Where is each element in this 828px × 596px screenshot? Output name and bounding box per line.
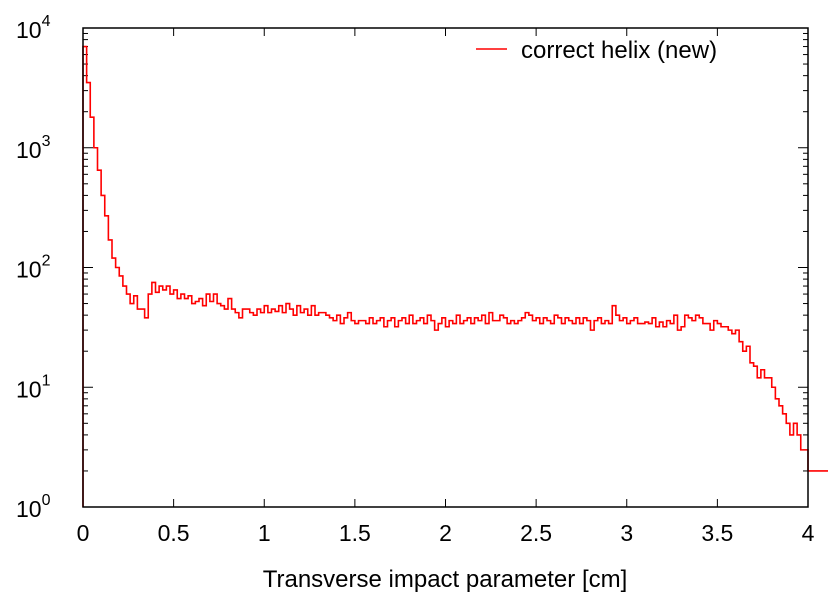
y-tick-label: 100 <box>16 492 51 522</box>
x-tick-label: 1 <box>258 520 271 546</box>
y-tick-label: 101 <box>16 372 51 402</box>
y-tick-labels: 100 101 102 103 104 <box>16 13 51 522</box>
y-tick-label: 104 <box>16 13 51 43</box>
x-tick-label: 0.5 <box>158 520 190 546</box>
y-tick-label: 103 <box>16 133 51 163</box>
x-tick-label: 1.5 <box>339 520 371 546</box>
x-axis-title: Transverse impact parameter [cm] <box>263 566 628 593</box>
plot-frame <box>82 27 809 508</box>
x-tick-label: 3.5 <box>701 520 733 546</box>
y-tick-label: 102 <box>16 253 51 283</box>
x-tick-label: 2.5 <box>520 520 552 546</box>
series-line-correct-helix <box>82 45 828 507</box>
legend: correct helix (new) <box>476 37 717 64</box>
legend-label: correct helix (new) <box>521 37 717 64</box>
x-tick-label: 0 <box>77 520 90 546</box>
x-tick-label: 3 <box>620 520 633 546</box>
x-tick-labels: 0 0.5 1 1.5 2 2.5 3 3.5 4 <box>77 520 815 546</box>
axis-ticks <box>82 27 809 508</box>
x-tick-label: 2 <box>439 520 452 546</box>
x-tick-label: 4 <box>802 520 815 546</box>
